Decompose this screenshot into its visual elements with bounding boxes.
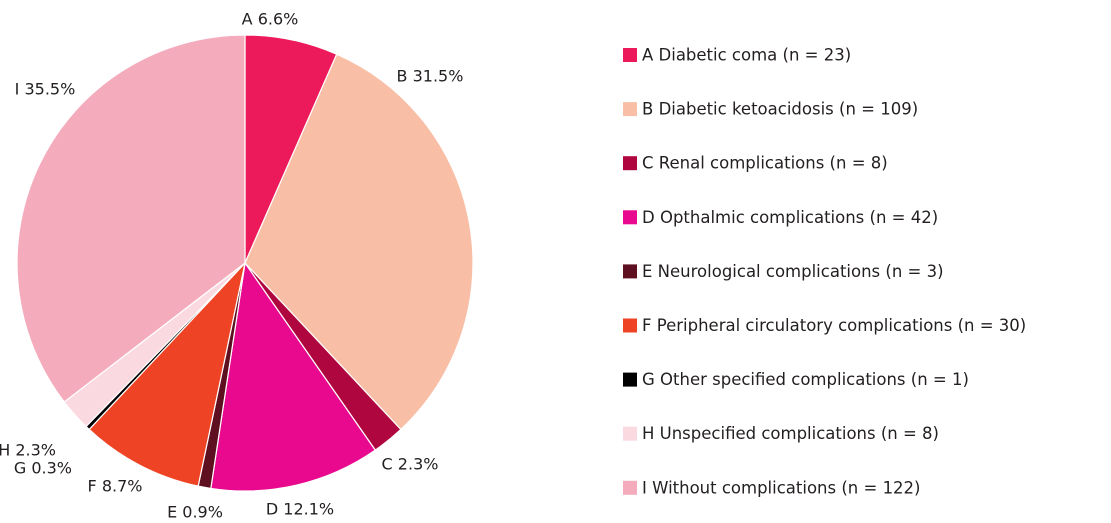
legend-swatch [623, 318, 637, 333]
legend-swatch [623, 156, 637, 171]
pie-slice [88, 261, 247, 487]
legend-label: C Renal complications (n = 8) [642, 154, 888, 173]
legend-label: F Peripheral circulatory complications (… [642, 316, 1026, 335]
legend-swatch [623, 264, 637, 279]
legend-label: I Without complications (n = 122) [642, 478, 921, 497]
legend-label: B Diabetic ketoacidosis (n = 109) [642, 100, 918, 119]
legend-swatch [623, 102, 637, 117]
pie-slice [210, 261, 377, 492]
slice-label: G 0.3% [14, 459, 72, 478]
legend-label: G Other specified complications (n = 1) [642, 370, 969, 389]
legend-swatch [623, 48, 637, 62]
slice-label: H 2.3% [0, 441, 56, 460]
pie-slice [16, 34, 246, 403]
legend-swatch [623, 372, 637, 387]
slice-label: I 35.5% [15, 80, 76, 99]
legend-swatch [623, 426, 637, 441]
legend-label: D Opthalmic complications (n = 42) [642, 208, 938, 227]
legend-label: E Neurological complications (n = 3) [642, 262, 944, 281]
legend-label: H Unspecified complications (n = 8) [642, 424, 939, 443]
legend-swatch [623, 210, 637, 225]
slice-label: A 6.6% [242, 10, 299, 29]
slice-label: B 31.5% [397, 67, 464, 86]
slice-label: D 12.1% [266, 500, 334, 519]
slice-label: E 0.9% [167, 503, 223, 522]
slice-label: F 8.7% [88, 477, 143, 496]
legend-label: A Diabetic coma (n = 23) [642, 46, 851, 65]
slice-label: C 2.3% [382, 455, 439, 474]
pie-slice [244, 53, 474, 431]
legend-swatch [623, 480, 637, 495]
